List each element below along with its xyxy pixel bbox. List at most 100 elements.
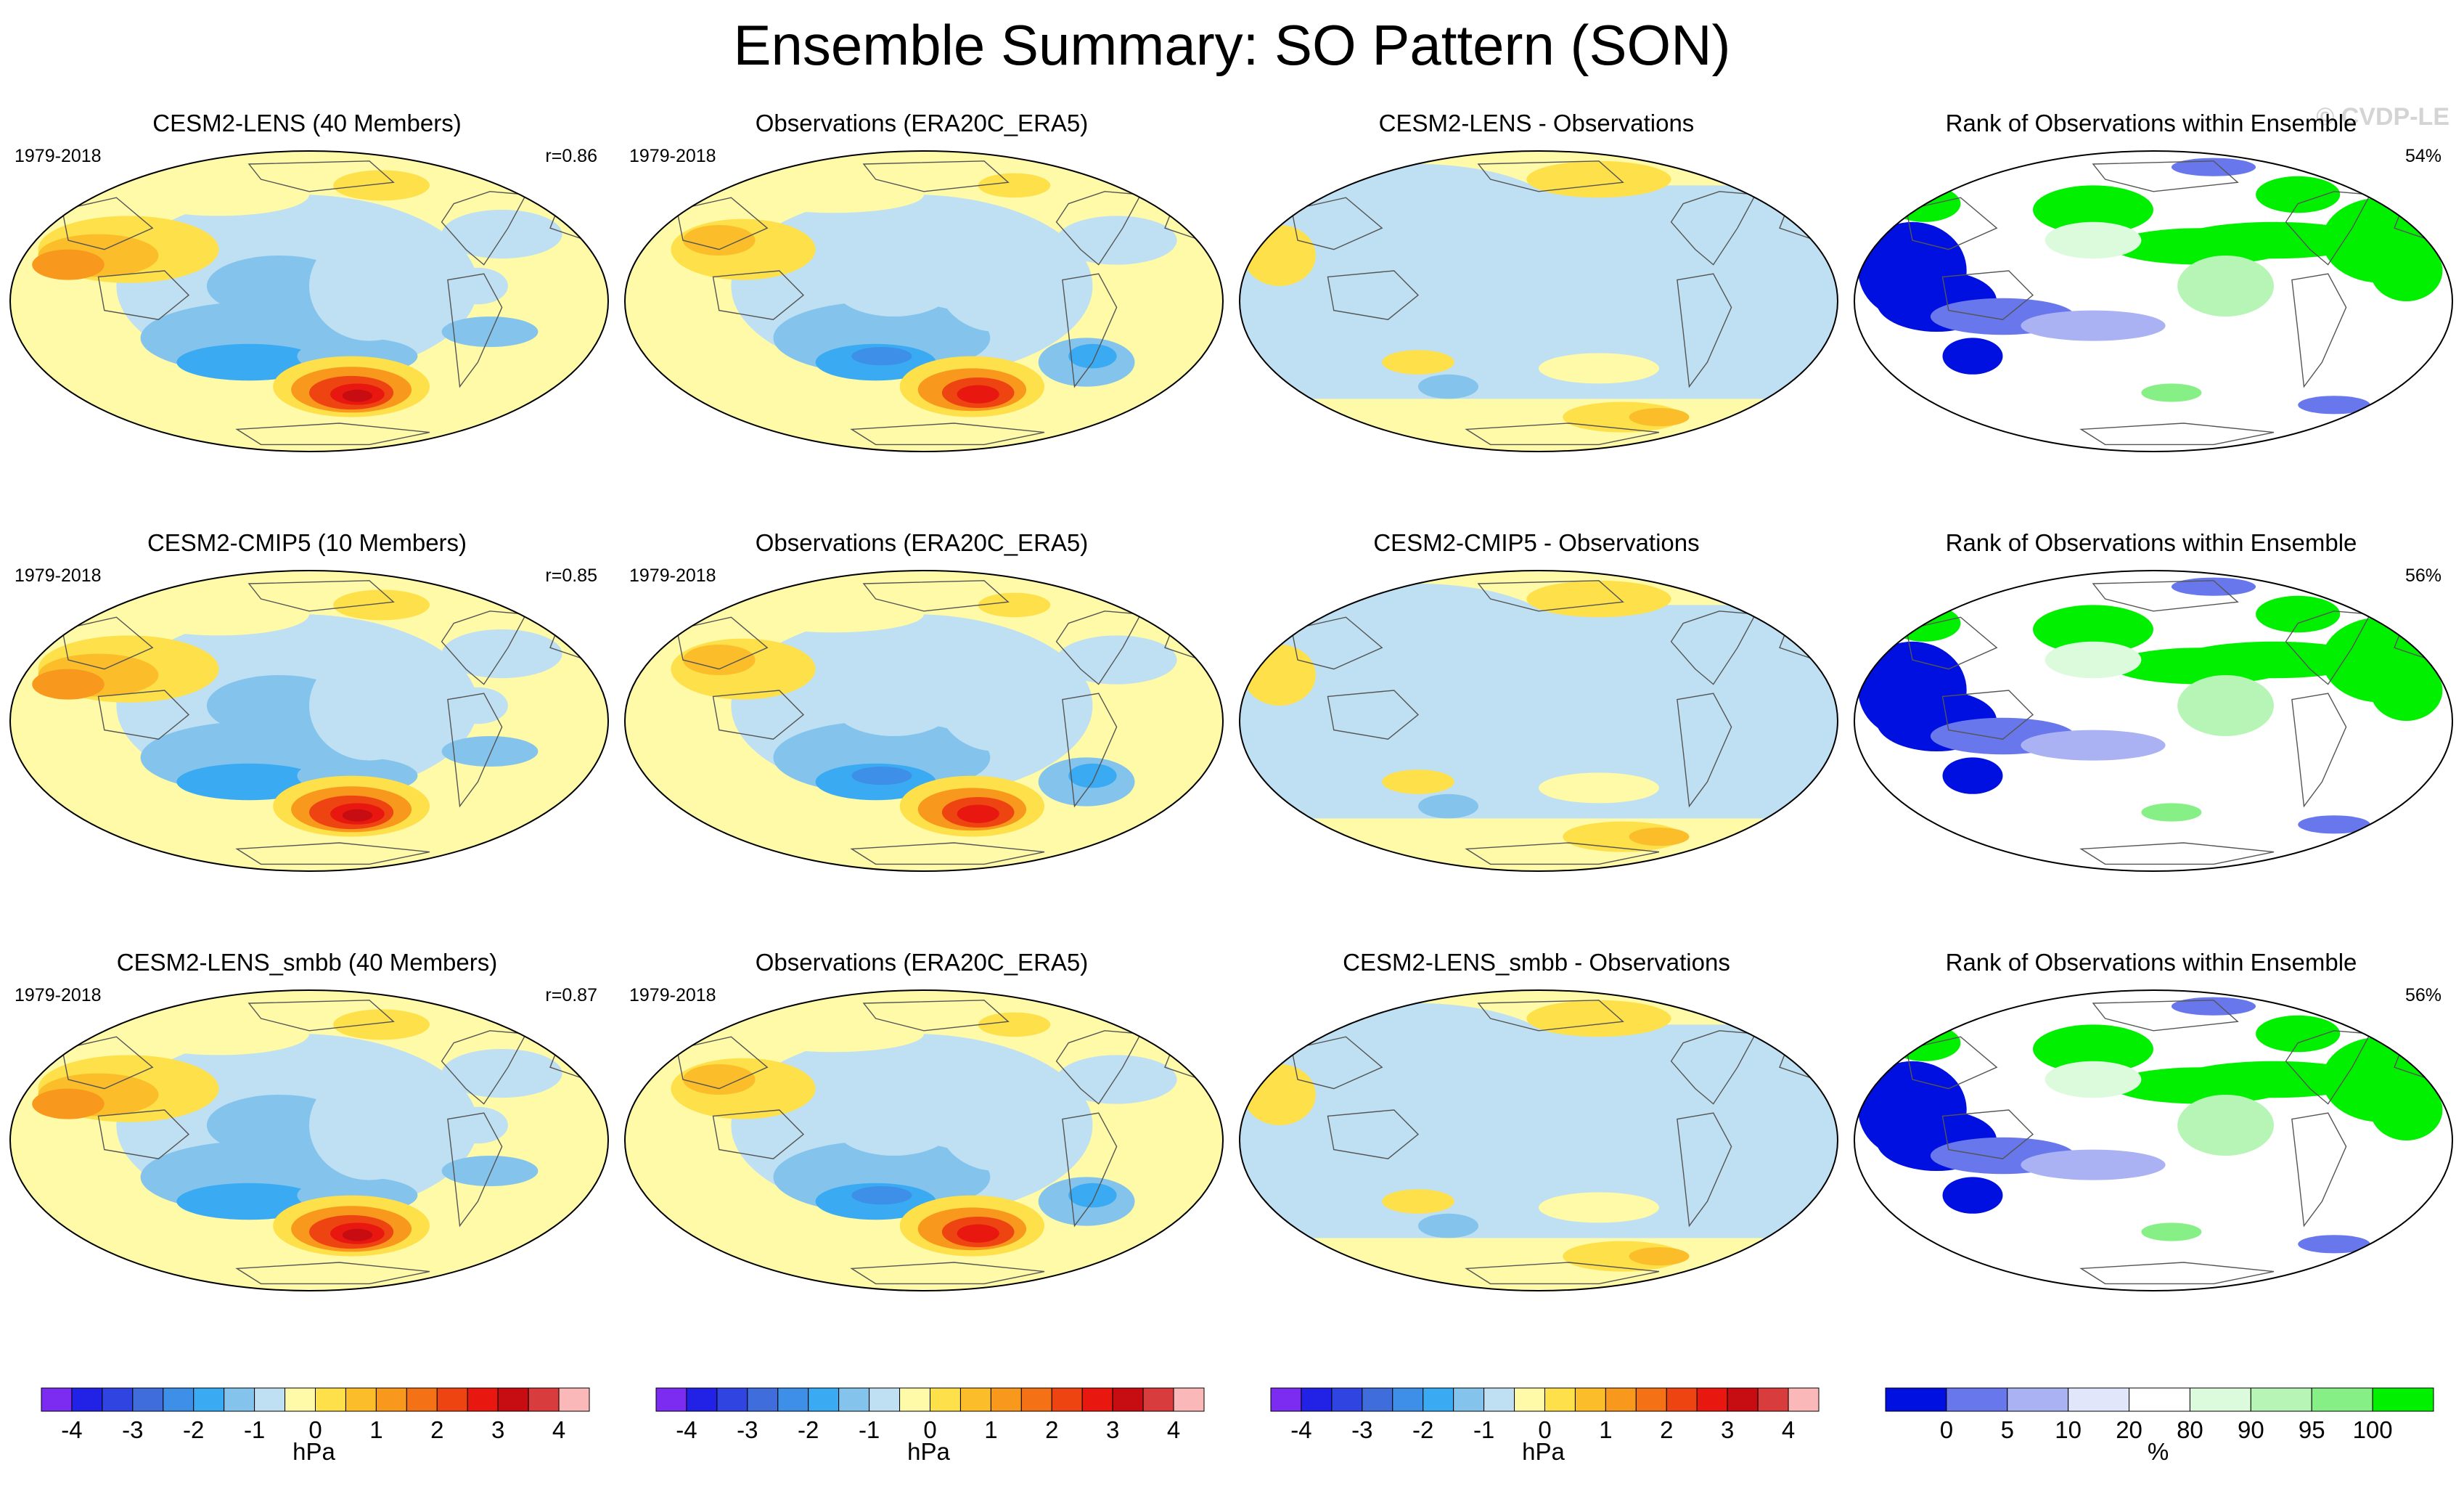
field-region <box>333 170 430 201</box>
panel-title: Observations (ERA20C_ERA5) <box>755 529 1089 556</box>
colorbar-swatch <box>1392 1387 1424 1412</box>
coastline <box>2291 1112 2347 1228</box>
field-region <box>32 249 105 280</box>
colorbar-tick-label: 2 <box>430 1416 444 1443</box>
field-region <box>1382 1189 1454 1214</box>
field-region <box>2045 1061 2142 1098</box>
coastline <box>1941 690 2034 740</box>
field-region <box>1068 1183 1117 1208</box>
colorbar-tick-label: -2 <box>798 1416 819 1443</box>
colorbar-swatch <box>1514 1387 1545 1412</box>
colorbar-tick-label: -2 <box>183 1416 205 1443</box>
coastline <box>1670 611 1756 685</box>
coastline <box>1055 191 1142 266</box>
coastline <box>1941 270 2034 320</box>
field-region <box>2370 1079 2443 1140</box>
period-label: 1979-2018 <box>629 566 716 586</box>
colorbar-swatch <box>990 1387 1022 1412</box>
colorbar-swatch <box>1788 1387 1820 1412</box>
field-region <box>1068 343 1117 369</box>
colorbar-tick-label: 95 <box>2298 1416 2325 1443</box>
panel-title: Rank of Observations within Ensemble <box>1945 529 2357 556</box>
field-region <box>2021 310 2166 341</box>
coastline <box>1677 273 1732 388</box>
coastline <box>1062 1112 1118 1228</box>
colorbar-tick-label: 1 <box>984 1416 998 1443</box>
colorbar-swatch <box>2372 1387 2434 1412</box>
colorbar-tick-label: -3 <box>737 1416 758 1443</box>
colorbar-2 <box>1270 1387 1820 1412</box>
field-region <box>1526 1000 1671 1037</box>
colorbar-unit: hPa <box>1522 1438 1565 1465</box>
colorbar-tick-label: 0 <box>308 1416 322 1443</box>
field-region <box>1056 216 1177 265</box>
colorbar-swatch <box>1081 1387 1113 1412</box>
colorbar-swatch <box>1301 1387 1333 1412</box>
period-label: 1979-2018 <box>15 146 102 166</box>
field-region <box>1068 763 1117 788</box>
map-border <box>9 570 609 872</box>
rank-percent-label: 54% <box>2404 146 2442 166</box>
map-0 <box>9 150 609 452</box>
field-region <box>2298 396 2370 415</box>
colorbar-tick-label: 90 <box>2237 1416 2264 1443</box>
map-8 <box>9 989 609 1291</box>
field-region <box>2370 660 2443 721</box>
colorbar-swatch <box>1544 1387 1576 1412</box>
colorbar-swatch <box>1142 1387 1174 1412</box>
coastline <box>1905 1036 1998 1090</box>
map-border <box>1239 989 1838 1291</box>
panel-title: CESM2-LENS (40 Members) <box>152 110 462 136</box>
field-region <box>1942 1177 2003 1214</box>
period-label: 1979-2018 <box>629 985 716 1005</box>
colorbar-tick-label: -1 <box>1473 1416 1495 1443</box>
field-region <box>32 1088 105 1119</box>
coastline <box>1477 160 1624 192</box>
map-4 <box>9 570 609 872</box>
colorbar-tick-label: 0 <box>1538 1416 1552 1443</box>
field-region <box>2298 815 2370 834</box>
colorbar-tick-label: 3 <box>491 1416 505 1443</box>
coastline <box>1670 191 1756 266</box>
coastline <box>862 1000 1010 1032</box>
coastline <box>1055 611 1142 685</box>
coastline <box>441 191 527 266</box>
colorbar-swatch <box>132 1387 164 1412</box>
coastline <box>1677 1112 1732 1228</box>
field-region <box>978 173 1051 198</box>
colorbar-swatch <box>254 1387 286 1412</box>
rank-percent-label: 56% <box>2404 985 2442 1005</box>
field-region <box>2177 256 2274 317</box>
field-region <box>2033 185 2153 234</box>
colorbar-tick-label: 4 <box>552 1416 566 1443</box>
field-region <box>851 1186 912 1205</box>
field-region <box>2033 1024 2153 1074</box>
coastline <box>2291 273 2347 388</box>
map-border <box>9 989 609 1291</box>
panel-title: CESM2-LENS_smbb - Observations <box>1343 949 1730 976</box>
colorbar-swatch <box>686 1387 718 1412</box>
field-region <box>936 641 1057 751</box>
colorbar-tick-label: -4 <box>1290 1416 1312 1443</box>
coastline <box>447 273 503 388</box>
colorbar-swatch <box>1605 1387 1637 1412</box>
field-region <box>2256 1015 2341 1053</box>
coastline <box>712 690 805 740</box>
coastline <box>1477 1000 1624 1032</box>
field-region <box>936 1061 1057 1171</box>
field-region <box>2171 158 2256 176</box>
field-region <box>441 1049 562 1098</box>
coastline <box>712 1109 805 1159</box>
colorbar-swatch <box>1331 1387 1363 1412</box>
field-region <box>309 1070 430 1180</box>
map-border <box>1854 150 2453 452</box>
colorbar-tick-label: 4 <box>1166 1416 1181 1443</box>
field-region <box>441 1156 539 1186</box>
field-region <box>2045 221 2142 259</box>
coastline <box>850 1262 1045 1285</box>
colorbar-swatch <box>528 1387 560 1412</box>
coastline <box>2079 842 2275 865</box>
field-region <box>2177 221 2370 259</box>
panel-title: Observations (ERA20C_ERA5) <box>755 949 1089 976</box>
field-region <box>1240 690 1478 782</box>
